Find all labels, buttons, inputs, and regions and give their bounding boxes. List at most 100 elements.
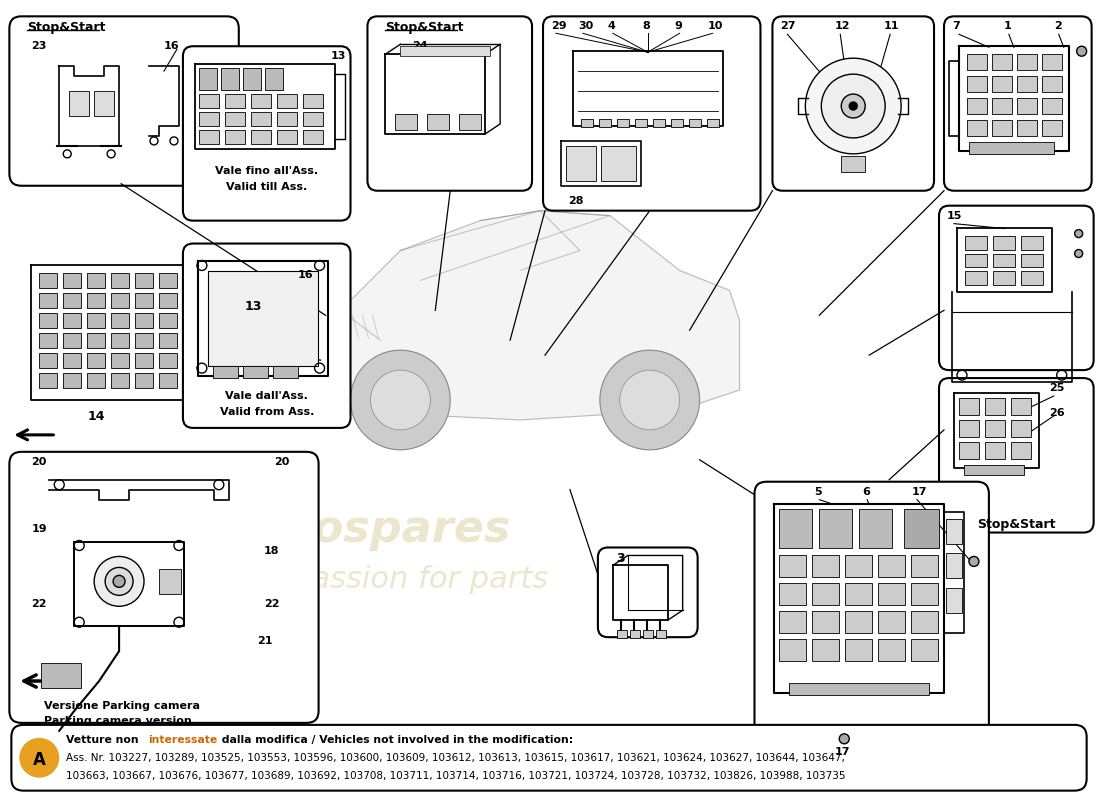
Bar: [965, 235, 987, 250]
Bar: [1016, 98, 1037, 114]
Bar: [111, 314, 129, 328]
Bar: [135, 314, 153, 328]
Circle shape: [106, 567, 133, 595]
Bar: [199, 94, 219, 108]
Circle shape: [842, 94, 866, 118]
Bar: [601, 146, 636, 181]
Bar: [1021, 235, 1043, 250]
Bar: [878, 555, 905, 578]
Bar: [878, 639, 905, 661]
Bar: [1016, 54, 1037, 70]
Text: Stop&Start: Stop&Start: [385, 22, 464, 34]
Bar: [87, 274, 106, 288]
Text: interessate: interessate: [148, 735, 218, 745]
Bar: [63, 274, 81, 288]
Text: 13: 13: [244, 300, 262, 313]
Bar: [984, 398, 1004, 415]
Bar: [969, 142, 1054, 154]
Bar: [993, 235, 1015, 250]
FancyBboxPatch shape: [11, 725, 1087, 790]
Bar: [566, 146, 596, 181]
Bar: [642, 630, 652, 638]
Bar: [111, 373, 129, 388]
FancyBboxPatch shape: [367, 16, 532, 190]
Bar: [95, 91, 114, 116]
Text: Parking camera version: Parking camera version: [44, 716, 192, 726]
Bar: [40, 274, 57, 288]
Bar: [812, 639, 839, 661]
FancyBboxPatch shape: [939, 378, 1093, 533]
Bar: [273, 366, 298, 378]
Bar: [251, 112, 271, 126]
Text: eurospares: eurospares: [230, 508, 512, 551]
Bar: [251, 130, 271, 144]
Text: 4: 4: [608, 22, 616, 31]
Bar: [1042, 76, 1062, 92]
Bar: [967, 54, 987, 70]
Text: 2: 2: [1054, 22, 1062, 31]
Text: A: A: [33, 750, 46, 769]
Text: Vale dall'Ass.: Vale dall'Ass.: [226, 391, 308, 401]
Bar: [87, 353, 106, 368]
Bar: [199, 68, 217, 90]
Bar: [965, 254, 987, 267]
Bar: [63, 294, 81, 308]
Text: Valid from Ass.: Valid from Ass.: [220, 407, 313, 417]
Text: 29: 29: [551, 22, 566, 31]
FancyBboxPatch shape: [939, 206, 1093, 370]
Bar: [135, 294, 153, 308]
Bar: [671, 119, 683, 127]
Bar: [395, 114, 417, 130]
Bar: [87, 334, 106, 348]
Bar: [992, 54, 1012, 70]
Bar: [199, 130, 219, 144]
Text: 17: 17: [912, 486, 927, 497]
Text: Vetture non: Vetture non: [66, 735, 143, 745]
Bar: [993, 254, 1015, 267]
Text: 26: 26: [1048, 408, 1065, 418]
Circle shape: [849, 102, 857, 110]
Bar: [845, 639, 872, 661]
Text: 103663, 103667, 103676, 103677, 103689, 103692, 103708, 103711, 103714, 103716, : 103663, 103667, 103676, 103677, 103689, …: [66, 770, 846, 781]
Bar: [967, 120, 987, 136]
Text: 24: 24: [412, 42, 428, 51]
Bar: [965, 271, 987, 286]
Text: 22: 22: [31, 599, 47, 610]
Bar: [1042, 98, 1062, 114]
FancyBboxPatch shape: [183, 46, 351, 221]
Text: Stop&Start: Stop&Start: [28, 22, 106, 34]
Text: 13: 13: [331, 51, 345, 62]
Bar: [40, 314, 57, 328]
Bar: [967, 76, 987, 92]
Bar: [111, 334, 129, 348]
Bar: [221, 68, 239, 90]
Bar: [277, 112, 297, 126]
Bar: [992, 76, 1012, 92]
Text: 9: 9: [674, 22, 683, 31]
Bar: [63, 314, 81, 328]
Bar: [63, 373, 81, 388]
Text: Stop&Start: Stop&Start: [978, 518, 1056, 530]
Bar: [459, 114, 481, 130]
Bar: [1042, 54, 1062, 70]
Bar: [911, 639, 938, 661]
Text: 11: 11: [884, 22, 900, 31]
Text: 7: 7: [952, 22, 959, 31]
Text: Versione Parking camera: Versione Parking camera: [44, 701, 200, 711]
Bar: [135, 334, 153, 348]
Text: 6: 6: [862, 486, 870, 497]
Bar: [812, 583, 839, 606]
Bar: [40, 334, 57, 348]
Bar: [135, 274, 153, 288]
Bar: [111, 274, 129, 288]
Text: dalla modifica / Vehicles not involved in the modification:: dalla modifica / Vehicles not involved i…: [218, 735, 573, 745]
Bar: [1016, 120, 1037, 136]
Bar: [87, 294, 106, 308]
Bar: [984, 442, 1004, 458]
Text: 14: 14: [87, 410, 104, 423]
Bar: [656, 630, 666, 638]
Text: 25: 25: [1048, 383, 1064, 393]
Bar: [224, 130, 245, 144]
Text: 16: 16: [298, 270, 314, 281]
Bar: [993, 271, 1015, 286]
